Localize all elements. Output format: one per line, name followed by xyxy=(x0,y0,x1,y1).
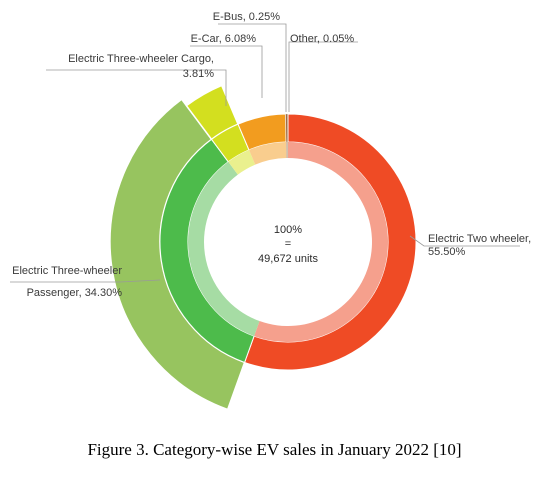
label-electric-two-wheeler: Electric Two wheeler, xyxy=(428,233,531,245)
sunburst-chart: Electric Two wheeler,55.50% Electric Thre… xyxy=(10,11,531,411)
inner-slice-electric-three-wheeler-cargo xyxy=(228,149,256,175)
label-electric-three-wheeler-cargo: Electric Three-wheeler Cargo, xyxy=(68,53,214,65)
leader-lines xyxy=(10,23,520,283)
slice-electric-two-wheeler xyxy=(243,113,417,371)
inner-slice-e-car xyxy=(248,142,287,165)
leader-e-car xyxy=(190,45,263,98)
label-e-car: E-Car, 6.08% xyxy=(191,33,257,45)
center-total-percent: 100% xyxy=(274,224,302,236)
label-other: Other, 0.05% xyxy=(290,33,354,45)
inner-slice-e-bus xyxy=(286,142,288,159)
leader-electric-three-wheeler-passenger xyxy=(10,279,161,283)
slice-e-bus xyxy=(285,113,288,143)
label-value-electric-two-wheeler: 55.50% xyxy=(428,246,466,258)
leader-e-bus xyxy=(218,23,287,112)
center-equals: = xyxy=(285,238,291,250)
leader-other xyxy=(288,41,358,112)
inner-ring-layer xyxy=(188,142,388,343)
slice-labels: Electric Two wheeler,55.50% Electric Thre… xyxy=(12,11,531,299)
leader-electric-three-wheeler-cargo xyxy=(46,69,227,106)
group-ring-layer xyxy=(109,84,246,411)
center-total-units: 49,672 units xyxy=(258,253,318,265)
label-electric-three-wheeler-passenger: Electric Three-wheeler xyxy=(12,265,122,277)
label-e-bus: E-Bus, 0.25% xyxy=(213,11,280,23)
label-value-electric-three-wheeler-passenger: Passenger, 34.30% xyxy=(27,287,123,299)
leader-electric-two-wheeler xyxy=(409,235,520,247)
inner-slice-electric-three-wheeler-passenger xyxy=(188,161,260,337)
figure-caption: Figure 3. Category-wise EV sales in Janu… xyxy=(87,440,462,459)
label-value-electric-three-wheeler-cargo: 3.81% xyxy=(183,68,214,80)
main-ring-layer xyxy=(159,113,417,371)
